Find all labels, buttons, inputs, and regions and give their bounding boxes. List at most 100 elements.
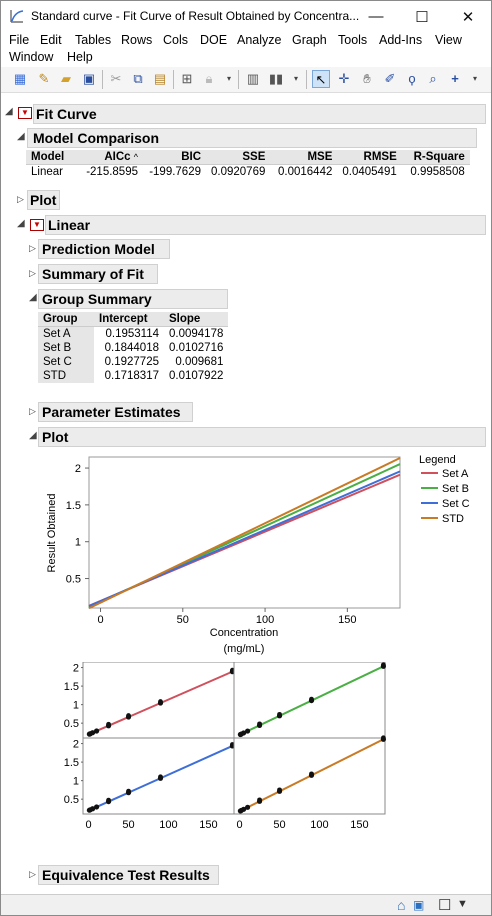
data-point[interactable] bbox=[158, 699, 163, 704]
column-header[interactable]: SSE bbox=[206, 150, 271, 165]
column-header[interactable]: R-Square bbox=[401, 150, 470, 165]
brush-tool-icon[interactable]: ✐ bbox=[384, 71, 396, 86]
disclosure-open-icon[interactable]: ◢ bbox=[5, 106, 13, 117]
column-header[interactable]: Group bbox=[38, 312, 94, 327]
menu-help[interactable]: Help bbox=[67, 50, 93, 64]
cut-icon[interactable]: ✂ bbox=[110, 71, 122, 86]
data-point[interactable] bbox=[106, 721, 111, 727]
column-header[interactable]: MSE bbox=[270, 150, 338, 165]
outline-fit-curve[interactable]: Fit Curve bbox=[33, 104, 486, 124]
menu-graph[interactable]: Graph bbox=[292, 33, 327, 47]
toolbar-overflow-icon[interactable]: ▾ bbox=[472, 74, 477, 83]
dropdown-arrow-icon[interactable]: ▼ bbox=[457, 898, 468, 910]
data-point[interactable] bbox=[277, 787, 282, 793]
menu-edit[interactable]: Edit bbox=[40, 33, 62, 47]
y-tick-label: 1.5 bbox=[66, 500, 81, 512]
column-header[interactable]: Intercept bbox=[94, 312, 164, 327]
data-point[interactable] bbox=[381, 662, 386, 668]
data-point[interactable] bbox=[257, 797, 262, 803]
data-point[interactable] bbox=[309, 771, 314, 777]
disclosure-open-icon[interactable]: ◢ bbox=[17, 131, 25, 142]
outline-plot[interactable]: Plot bbox=[38, 427, 486, 447]
crosshair-tool-icon[interactable]: ✛ bbox=[338, 71, 350, 86]
data-point[interactable] bbox=[158, 774, 163, 780]
menu-rows[interactable]: Rows bbox=[121, 33, 153, 47]
copy-icon[interactable]: ⧉ bbox=[133, 71, 143, 86]
menu-add-ins[interactable]: Add-Ins bbox=[379, 33, 423, 47]
column-header[interactable]: AICc ^ bbox=[76, 150, 143, 165]
toolbar-overflow-icon[interactable]: ▾ bbox=[226, 74, 231, 83]
data-point[interactable] bbox=[244, 804, 251, 810]
column-header[interactable]: RMSE bbox=[337, 150, 402, 165]
data-point[interactable] bbox=[240, 806, 247, 812]
journal-icon[interactable]: ⊞ bbox=[181, 71, 193, 86]
data-point[interactable] bbox=[277, 711, 282, 717]
disclosure-closed-icon[interactable]: ▷ bbox=[29, 406, 36, 416]
new-script-icon[interactable]: ✎ bbox=[38, 71, 50, 86]
disclosure-open-icon[interactable]: ◢ bbox=[17, 218, 25, 229]
outline-summary-of-fit[interactable]: Summary of Fit bbox=[38, 264, 158, 284]
menu-doe[interactable]: DOE bbox=[200, 33, 228, 47]
window-checkbox-icon[interactable]: ☐ bbox=[438, 897, 452, 914]
window-list-icon[interactable]: ▣ bbox=[413, 898, 425, 912]
columns-icon[interactable]: ▮▮ bbox=[268, 71, 284, 86]
save-icon[interactable]: ▣ bbox=[82, 71, 96, 86]
window-title: Standard curve - Fit Curve of Result Obt… bbox=[31, 9, 360, 23]
data-grid-icon[interactable]: ▥ bbox=[246, 71, 260, 86]
disclosure-closed-icon[interactable]: ▷ bbox=[29, 243, 36, 253]
data-point[interactable] bbox=[106, 797, 111, 803]
data-point[interactable] bbox=[381, 735, 386, 741]
disclosure-closed-icon[interactable]: ▷ bbox=[29, 268, 36, 278]
disclosure-open-icon[interactable]: ◢ bbox=[29, 292, 37, 303]
close-button[interactable]: ✕ bbox=[461, 8, 475, 26]
data-point[interactable] bbox=[126, 713, 131, 718]
red-triangle-menu-icon[interactable]: ▼ bbox=[18, 107, 32, 119]
menu-tables[interactable]: Tables bbox=[75, 33, 112, 47]
outline-group-summary[interactable]: Group Summary bbox=[38, 289, 228, 309]
data-point[interactable] bbox=[89, 730, 96, 736]
x-tick-label: 0 bbox=[237, 819, 243, 831]
grabber-hand-icon[interactable]: ✋︎ bbox=[363, 71, 371, 86]
home-icon[interactable]: ⌂ bbox=[397, 897, 406, 913]
data-point[interactable] bbox=[89, 806, 96, 812]
data-point[interactable] bbox=[244, 728, 251, 734]
lock-icon[interactable]: 🔒︎ bbox=[205, 71, 213, 86]
outline-parameter-estimates[interactable]: Parameter Estimates bbox=[38, 402, 193, 422]
outline-equivalence-test-results[interactable]: Equivalence Test Results bbox=[38, 865, 219, 885]
data-point[interactable] bbox=[309, 696, 314, 702]
menu-file[interactable]: File bbox=[9, 33, 30, 47]
minimize-button[interactable]: — bbox=[368, 8, 384, 25]
outline-plot-closed[interactable]: Plot bbox=[27, 190, 60, 210]
menu-window[interactable]: Window bbox=[9, 50, 54, 64]
paste-icon[interactable]: ▤ bbox=[153, 71, 167, 86]
column-header[interactable]: Slope bbox=[164, 312, 229, 327]
menu-tools[interactable]: Tools bbox=[338, 33, 368, 47]
menu-cols[interactable]: Cols bbox=[163, 33, 189, 47]
plus-tool-icon[interactable]: + bbox=[451, 71, 459, 86]
red-triangle-menu-icon[interactable]: ▼ bbox=[30, 219, 44, 231]
x-tick-label: 150 bbox=[199, 819, 217, 831]
new-data-table-icon[interactable]: ▦ bbox=[13, 71, 27, 86]
column-header[interactable]: Model bbox=[26, 150, 76, 165]
column-header[interactable]: BIC bbox=[143, 150, 206, 165]
data-point[interactable] bbox=[93, 728, 100, 734]
open-folder-icon[interactable]: ▰ bbox=[61, 71, 71, 86]
outline-prediction-model[interactable]: Prediction Model bbox=[38, 239, 170, 259]
data-point[interactable] bbox=[257, 721, 262, 727]
lasso-tool-icon[interactable]: ϙ bbox=[408, 71, 416, 86]
toolbar-overflow-icon[interactable]: ▾ bbox=[293, 74, 298, 83]
magnifier-icon[interactable]: ⌕ bbox=[429, 71, 437, 86]
arrow-tool-icon[interactable]: ↖ bbox=[312, 70, 330, 88]
x-tick-label: 100 bbox=[310, 819, 328, 831]
maximize-button[interactable]: ☐ bbox=[415, 8, 429, 26]
disclosure-closed-icon[interactable]: ▷ bbox=[29, 869, 36, 879]
menu-view[interactable]: View bbox=[435, 33, 462, 47]
menu-analyze[interactable]: Analyze bbox=[237, 33, 282, 47]
disclosure-open-icon[interactable]: ◢ bbox=[29, 430, 37, 441]
data-point[interactable] bbox=[93, 804, 100, 810]
data-point[interactable] bbox=[126, 788, 131, 794]
data-point[interactable] bbox=[240, 730, 247, 736]
outline-linear[interactable]: Linear bbox=[45, 215, 486, 235]
outline-model-comparison[interactable]: Model Comparison bbox=[27, 128, 477, 148]
disclosure-closed-icon[interactable]: ▷ bbox=[17, 194, 24, 204]
